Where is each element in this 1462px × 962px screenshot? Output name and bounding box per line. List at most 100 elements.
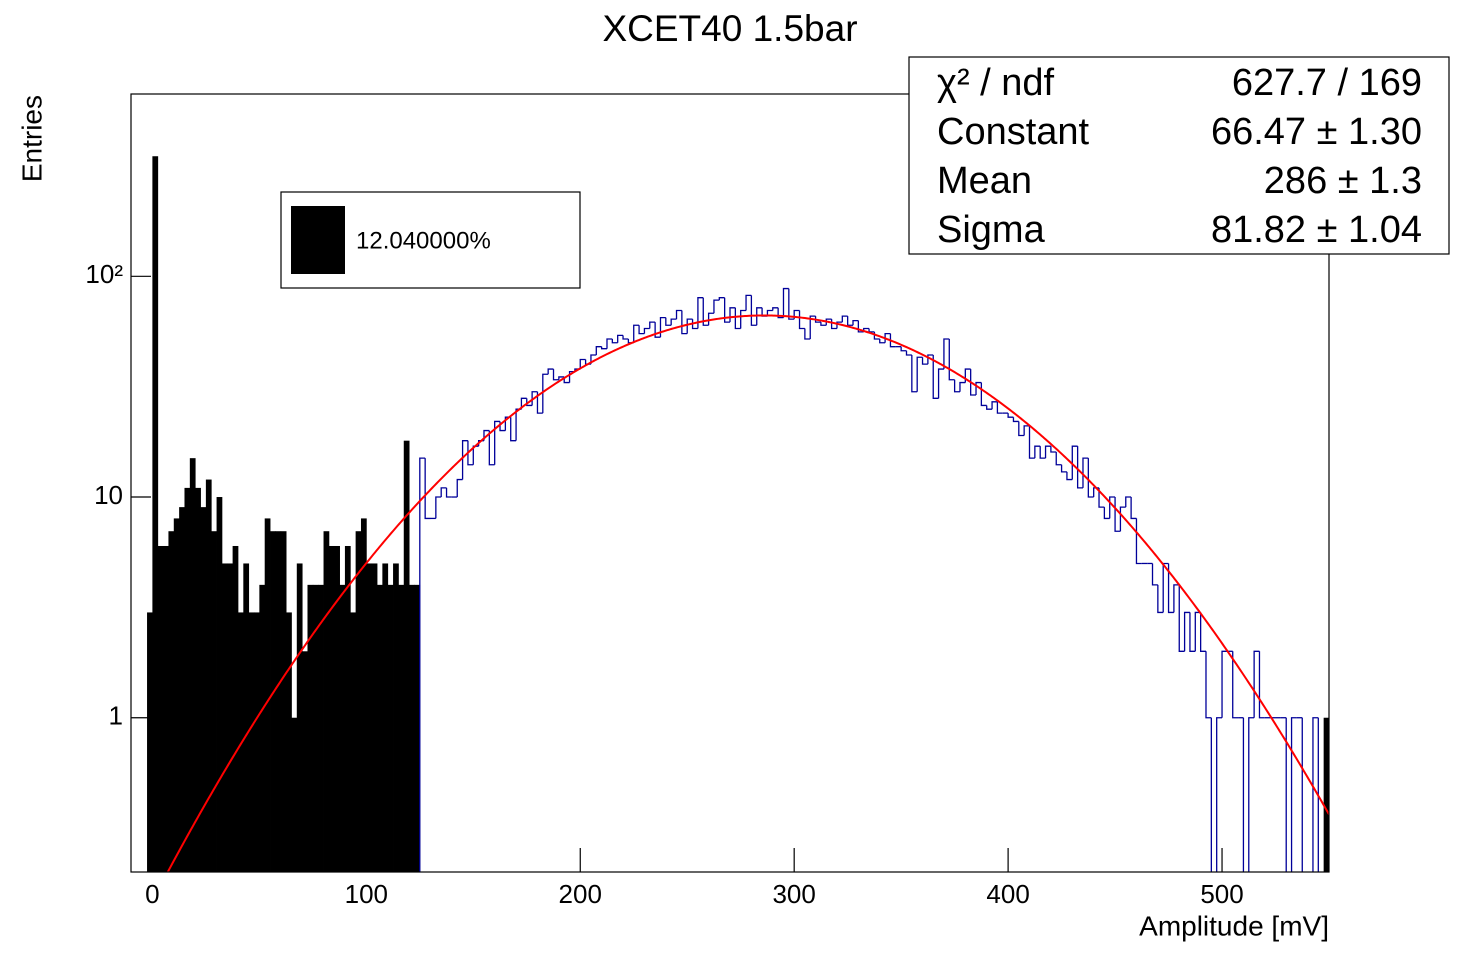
histogram-step [1007, 413, 1014, 418]
histogram-step [900, 346, 907, 352]
histogram-step [959, 381, 966, 392]
histogram-step [606, 338, 613, 349]
histogram-step [681, 310, 688, 335]
histogram-bar [147, 612, 153, 872]
histogram-bar [350, 612, 357, 872]
histogram-step [1189, 612, 1196, 652]
histogram-bar [221, 563, 228, 872]
histogram-bar [366, 563, 373, 872]
histogram-step [814, 316, 821, 323]
histogram-step [857, 320, 864, 333]
histogram-step [932, 355, 939, 399]
histogram-step [600, 346, 607, 350]
histogram-step [638, 325, 645, 335]
histogram-step [649, 321, 656, 329]
stats-box [908, 56, 1450, 255]
stats-name: Mean [937, 160, 1032, 202]
histogram-bar [200, 507, 207, 872]
histogram-step [750, 295, 757, 326]
histogram-step [536, 391, 543, 414]
histogram-step [1205, 651, 1212, 719]
histogram-step [697, 297, 704, 329]
histogram-step [782, 287, 789, 318]
histogram-bar [243, 563, 250, 872]
y-tick-label: 1 [109, 701, 123, 731]
histogram-step [740, 309, 747, 329]
histogram-step [809, 315, 816, 339]
histogram-step [943, 338, 950, 370]
histogram-step [1082, 457, 1089, 488]
histogram-bar [286, 612, 292, 872]
histogram-step [1242, 717, 1245, 872]
histogram-step [820, 322, 827, 326]
histogram-step [745, 294, 752, 311]
histogram-bar [254, 612, 260, 872]
histogram-step [905, 350, 912, 356]
histogram-bar [323, 531, 330, 872]
histogram-step [1210, 717, 1212, 872]
y-tick-label: 10 [94, 480, 123, 510]
histogram-step [611, 339, 618, 344]
histogram-step [1167, 563, 1174, 614]
histogram-step [579, 358, 586, 370]
histogram-step [916, 356, 923, 392]
histogram-step [970, 369, 977, 396]
histogram-bar [280, 531, 287, 872]
histogram-bar [275, 531, 282, 872]
histogram-step [718, 297, 725, 301]
histogram-step [1055, 451, 1062, 466]
histogram-bar [1323, 717, 1329, 872]
histogram-bar [403, 440, 410, 872]
histogram-bar [195, 487, 201, 872]
histogram-step [986, 405, 993, 410]
histogram-step [937, 368, 944, 399]
histogram-step [953, 379, 960, 393]
histogram-step [911, 355, 918, 393]
histogram-step [1012, 417, 1019, 423]
plot-frame [130, 93, 1330, 873]
stats-value: 627.7 / 169 [1232, 62, 1422, 104]
histogram-step [788, 288, 795, 320]
x-tick-label: 300 [772, 879, 815, 909]
histogram-step [558, 376, 565, 380]
x-tick-label: 500 [1200, 879, 1243, 909]
histogram-bar [355, 531, 362, 872]
histogram-step [1018, 421, 1025, 437]
histogram-step [590, 354, 597, 365]
histogram-step [461, 440, 468, 480]
histogram-step [756, 307, 763, 326]
histogram-step [1130, 497, 1137, 520]
histogram-bar [318, 584, 324, 872]
histogram-bar [328, 545, 335, 872]
histogram-step [1076, 446, 1083, 489]
histogram-bar [232, 545, 239, 872]
histogram-step [467, 440, 474, 466]
histogram-step [654, 322, 661, 338]
stats-name: χ² / ndf [937, 62, 1055, 104]
histogram-bar [163, 545, 169, 872]
histogram-bar [157, 545, 164, 872]
histogram-step [1178, 584, 1185, 652]
histogram-bar [307, 584, 314, 872]
legend-swatch [291, 206, 345, 274]
histogram-step [991, 401, 998, 410]
stats-name: Sigma [937, 209, 1046, 251]
histogram-step [1312, 717, 1319, 872]
histogram-step [622, 335, 629, 340]
histogram-step [670, 318, 677, 326]
legend-label: 12.040000% [356, 227, 491, 254]
histogram-bar [296, 563, 303, 872]
histogram-step [488, 430, 495, 466]
histogram-bar [312, 584, 319, 872]
histogram-bar [264, 518, 271, 872]
chart-title: XCET40 1.5bar [602, 8, 857, 49]
histogram-step [996, 401, 1003, 414]
histogram-step [643, 327, 650, 334]
y-axis-label: Entries [16, 95, 47, 182]
histogram-step [1039, 446, 1046, 459]
histogram-step [617, 334, 624, 343]
histogram-step [921, 357, 928, 365]
histogram-step [675, 309, 682, 320]
histogram-step [435, 496, 442, 519]
histogram-step [1028, 425, 1035, 459]
